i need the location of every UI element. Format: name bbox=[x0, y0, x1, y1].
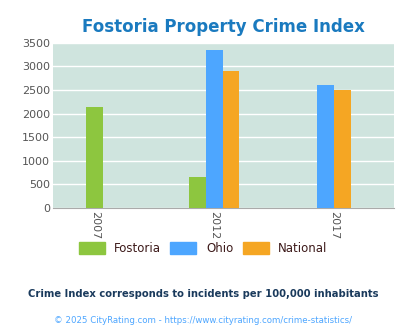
Bar bbox=[205, 50, 222, 208]
Bar bbox=[222, 71, 239, 208]
Text: Crime Index corresponds to incidents per 100,000 inhabitants: Crime Index corresponds to incidents per… bbox=[28, 289, 377, 299]
Title: Fostoria Property Crime Index: Fostoria Property Crime Index bbox=[82, 18, 364, 36]
Bar bbox=[189, 177, 205, 208]
Bar bbox=[333, 90, 350, 208]
Bar bbox=[86, 107, 103, 208]
Text: © 2025 CityRating.com - https://www.cityrating.com/crime-statistics/: © 2025 CityRating.com - https://www.city… bbox=[54, 315, 351, 325]
Bar bbox=[316, 85, 333, 208]
Legend: Fostoria, Ohio, National: Fostoria, Ohio, National bbox=[74, 237, 331, 260]
